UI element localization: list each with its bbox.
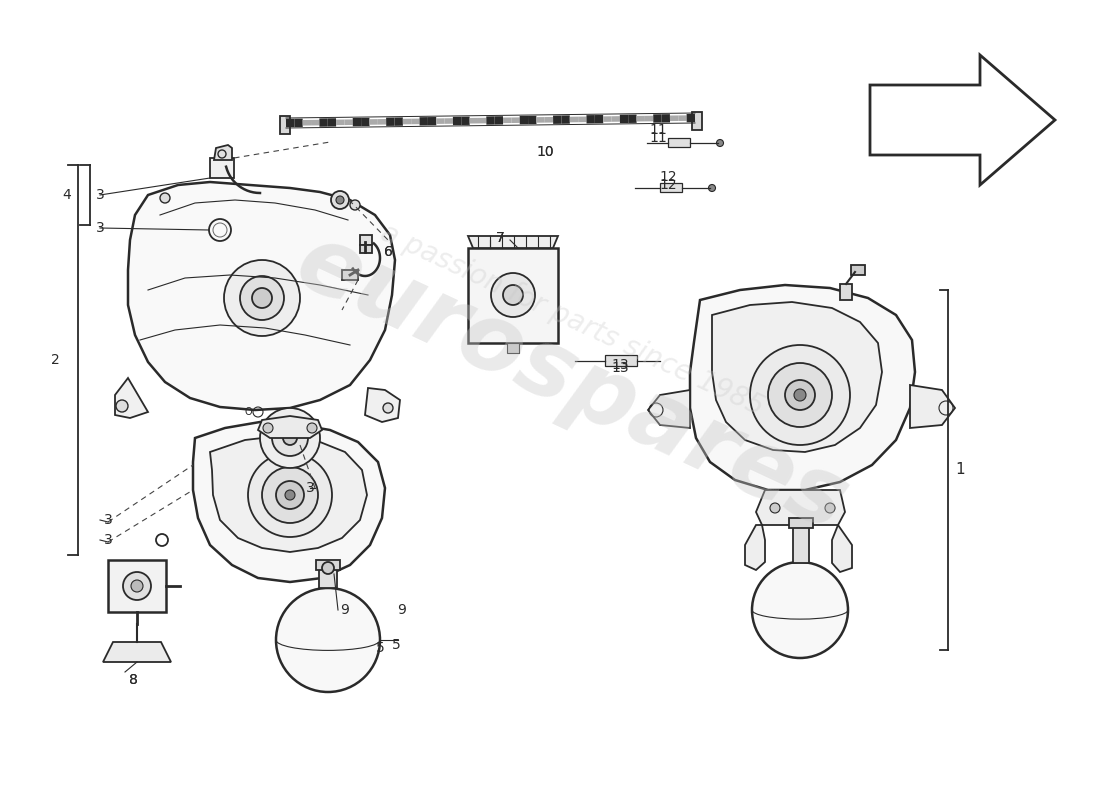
Circle shape — [123, 572, 151, 600]
Circle shape — [825, 503, 835, 513]
Polygon shape — [910, 385, 955, 428]
Circle shape — [262, 467, 318, 523]
Text: 1: 1 — [955, 462, 965, 478]
Circle shape — [770, 503, 780, 513]
Circle shape — [116, 400, 128, 412]
Text: 3: 3 — [103, 533, 112, 547]
Circle shape — [331, 191, 349, 209]
Text: 7: 7 — [496, 231, 505, 245]
Text: 8: 8 — [129, 673, 138, 687]
Bar — [210, 158, 234, 178]
Text: 2: 2 — [51, 353, 59, 367]
Circle shape — [750, 345, 850, 445]
Bar — [840, 284, 852, 300]
Circle shape — [248, 453, 332, 537]
Polygon shape — [648, 390, 690, 428]
Circle shape — [240, 276, 284, 320]
Circle shape — [276, 481, 304, 509]
Text: O: O — [244, 407, 252, 417]
Text: 13: 13 — [612, 358, 629, 372]
Circle shape — [260, 408, 320, 468]
Circle shape — [131, 580, 143, 592]
Circle shape — [716, 139, 724, 146]
Bar — [789, 518, 813, 528]
Circle shape — [283, 431, 297, 445]
Text: 6: 6 — [384, 245, 393, 259]
Circle shape — [383, 403, 393, 413]
Bar — [793, 525, 808, 563]
Text: 9: 9 — [397, 603, 406, 617]
Bar — [280, 116, 290, 134]
Circle shape — [272, 420, 308, 456]
Polygon shape — [116, 378, 148, 418]
Polygon shape — [756, 490, 845, 525]
Polygon shape — [745, 525, 764, 570]
Circle shape — [276, 588, 380, 692]
Bar — [660, 183, 682, 192]
Polygon shape — [365, 388, 400, 422]
Text: 13: 13 — [612, 361, 629, 375]
Circle shape — [336, 196, 344, 204]
Circle shape — [350, 200, 360, 210]
Text: 3: 3 — [306, 481, 315, 495]
Circle shape — [491, 273, 535, 317]
Text: 9: 9 — [341, 603, 350, 617]
Circle shape — [285, 490, 295, 500]
Text: 3: 3 — [96, 188, 104, 202]
Text: 7: 7 — [496, 231, 505, 245]
Polygon shape — [712, 302, 882, 452]
Text: 5: 5 — [375, 641, 384, 655]
Circle shape — [160, 193, 170, 203]
Bar — [605, 355, 637, 366]
Polygon shape — [832, 525, 852, 572]
Text: 11: 11 — [649, 123, 667, 137]
Bar — [507, 343, 519, 353]
Circle shape — [794, 389, 806, 401]
Bar — [668, 138, 690, 147]
Polygon shape — [468, 236, 558, 248]
Bar — [108, 560, 166, 612]
Bar — [468, 248, 558, 343]
Bar — [692, 112, 702, 130]
Text: 12: 12 — [659, 178, 676, 192]
Polygon shape — [128, 182, 395, 410]
Bar — [360, 235, 372, 245]
Text: 6: 6 — [384, 245, 393, 259]
Circle shape — [752, 562, 848, 658]
Polygon shape — [258, 416, 322, 438]
Circle shape — [768, 363, 832, 427]
Text: 3: 3 — [96, 221, 104, 235]
Circle shape — [322, 562, 334, 574]
Text: 4: 4 — [63, 188, 72, 202]
Polygon shape — [192, 422, 385, 582]
Bar — [851, 265, 865, 275]
Text: 10: 10 — [536, 145, 553, 159]
Bar — [360, 245, 372, 253]
Text: 10: 10 — [536, 145, 553, 159]
Polygon shape — [214, 145, 232, 160]
Text: eurospares: eurospares — [282, 216, 862, 552]
Bar — [319, 568, 337, 588]
Circle shape — [503, 285, 522, 305]
Text: 12: 12 — [659, 170, 676, 184]
Bar — [316, 560, 340, 570]
Text: 5: 5 — [392, 638, 400, 652]
Circle shape — [263, 423, 273, 433]
Circle shape — [785, 380, 815, 410]
Circle shape — [224, 260, 300, 336]
Polygon shape — [690, 285, 915, 490]
Polygon shape — [103, 642, 170, 662]
Bar — [342, 270, 358, 280]
Text: 11: 11 — [649, 131, 667, 145]
Circle shape — [708, 185, 715, 191]
Circle shape — [252, 288, 272, 308]
Text: 3: 3 — [103, 513, 112, 527]
Text: 8: 8 — [129, 673, 138, 687]
Polygon shape — [210, 436, 367, 552]
Text: a passion for parts since 1985: a passion for parts since 1985 — [376, 218, 768, 422]
Circle shape — [307, 423, 317, 433]
